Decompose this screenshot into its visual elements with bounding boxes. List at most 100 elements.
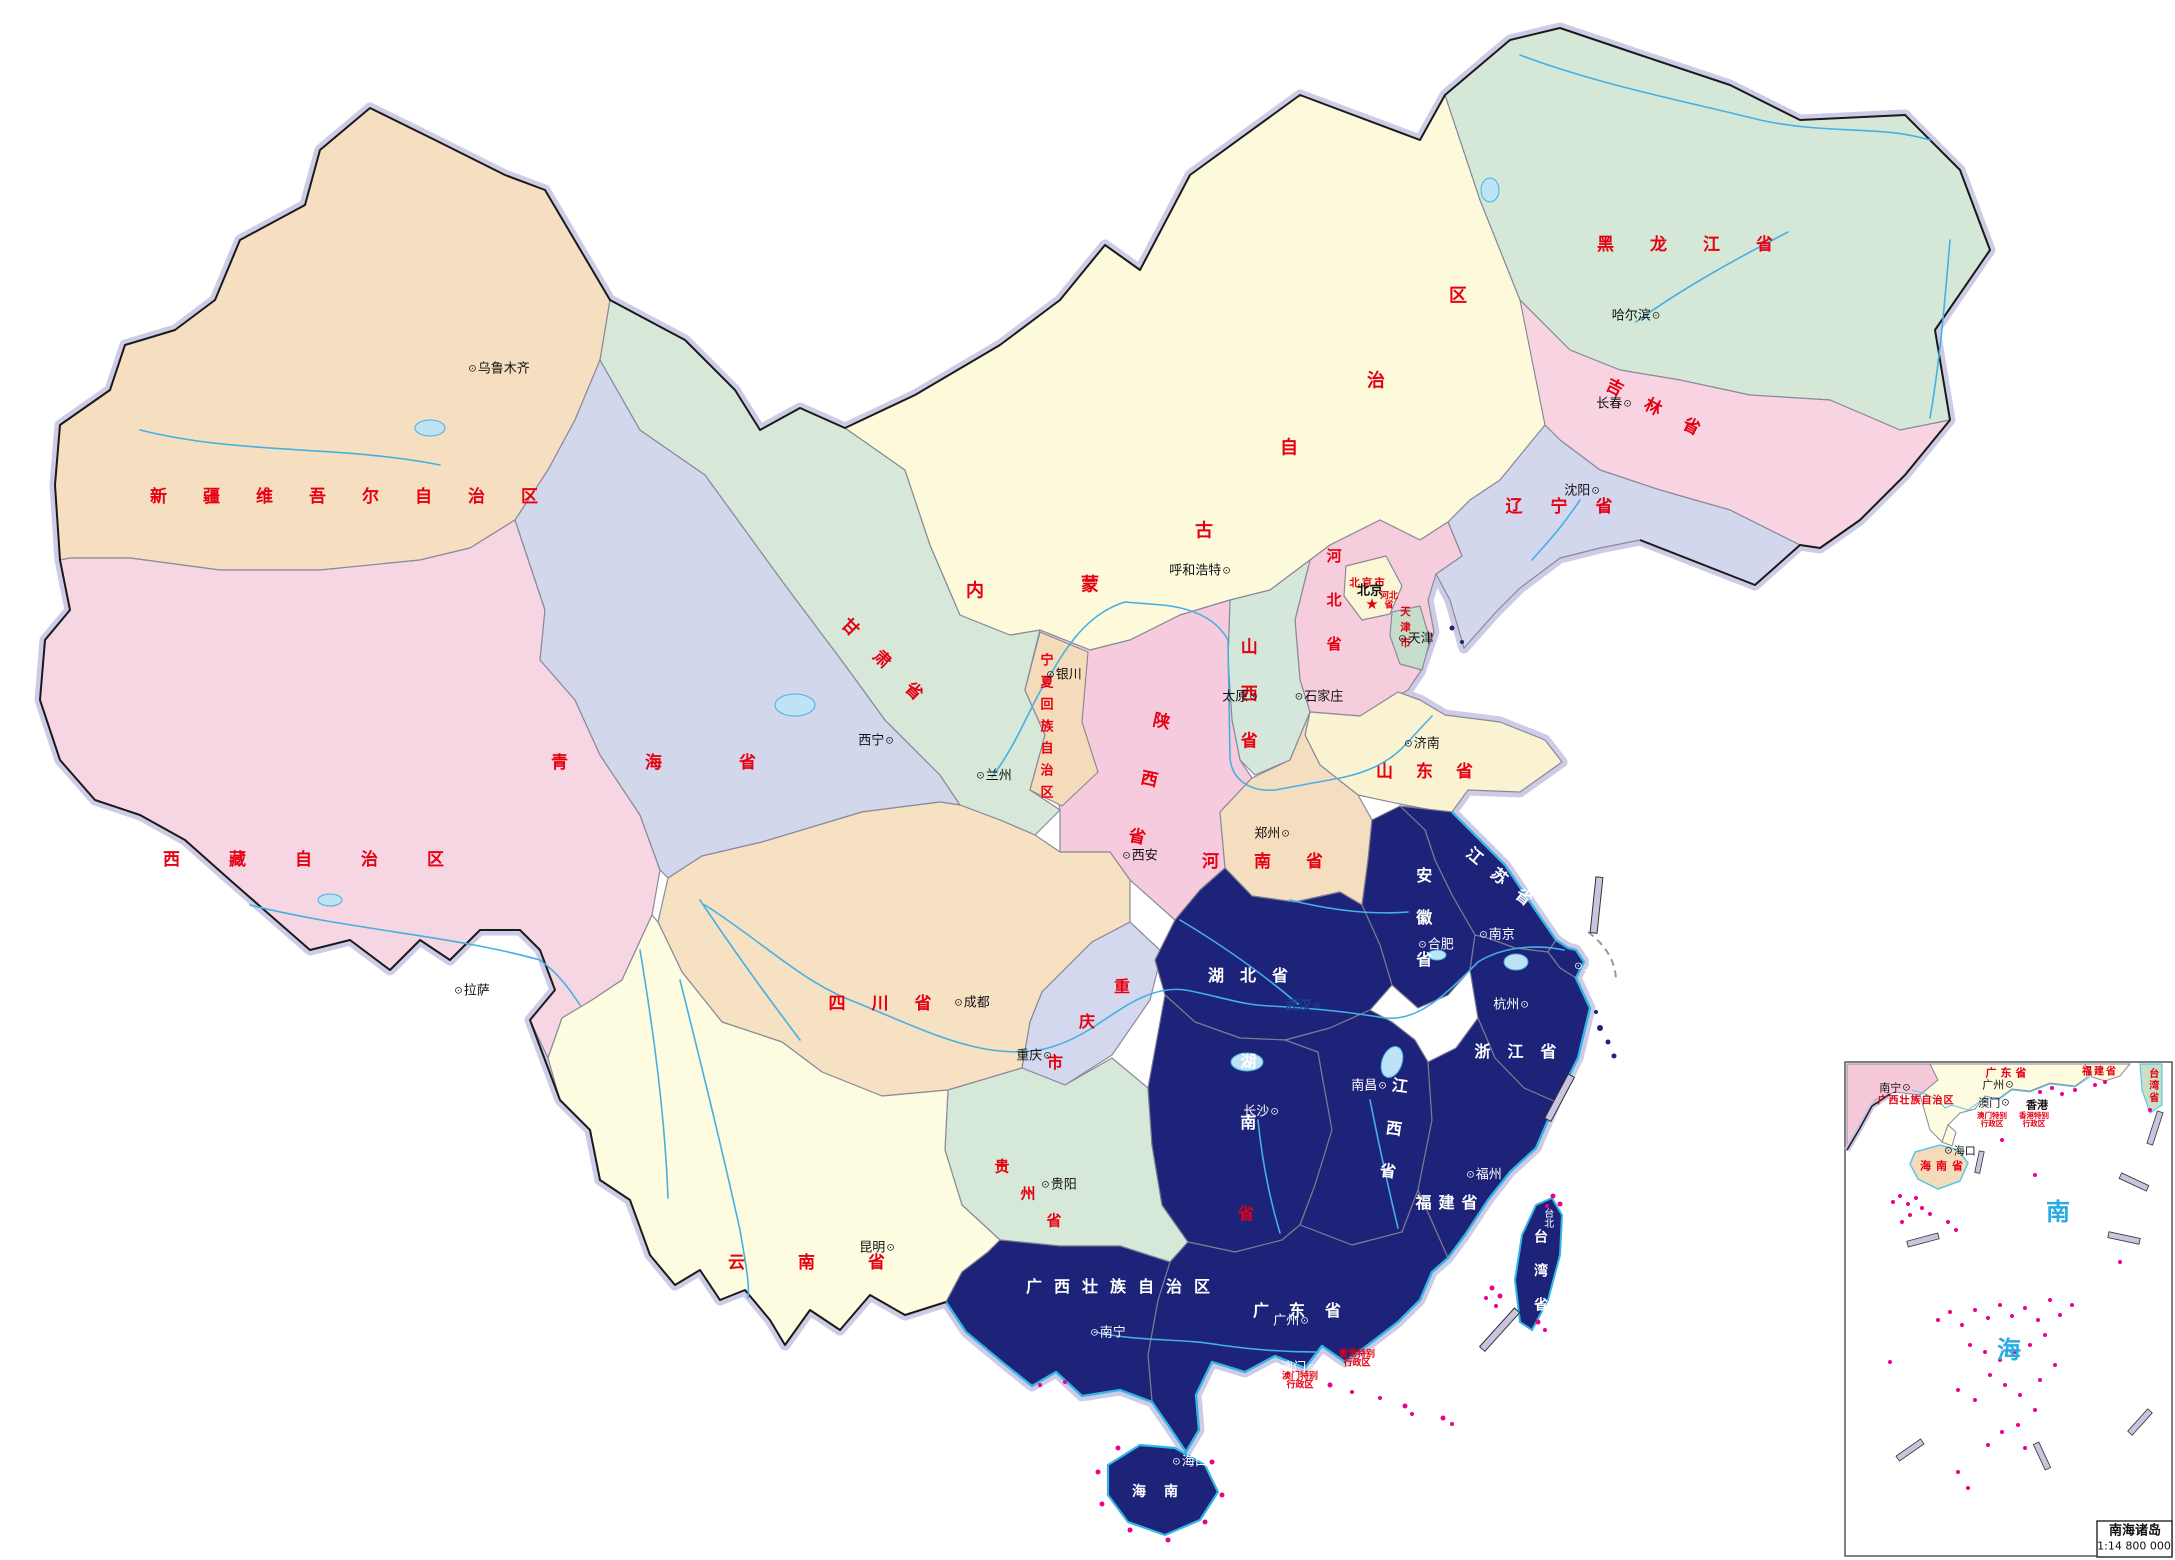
label-liaoning: 辽宁省: [1505, 497, 1641, 518]
inset-panel: [1844, 1061, 2173, 1558]
city-tianjin: 天津: [1398, 632, 1434, 648]
inset-sea-nan: 南: [2046, 1198, 2070, 1227]
inset-label-guangdong: 广东省: [1985, 1066, 2031, 1080]
inset-label-aomen-sar: 澳门特别行政区: [1977, 1111, 2007, 1128]
label-hebei: 河北省: [1324, 548, 1343, 680]
city-nanchang: 南昌: [1351, 1079, 1386, 1095]
inset-city-xianggang: 香港: [2026, 1098, 2048, 1112]
inset-label-taiwan: 台湾省: [2146, 1068, 2158, 1104]
label-xizang: 西藏自治区: [163, 850, 493, 871]
city-haerbin: 哈尔滨: [1612, 309, 1660, 325]
inset-city-aomen: 澳门: [1978, 1097, 2009, 1111]
city-huhehaote: 呼和浩特: [1169, 564, 1230, 580]
label-neimenggu-4: 自: [1280, 437, 1298, 459]
inset-label-fujian: 福建省: [2082, 1066, 2118, 1078]
label-guizhou-2: 州: [1020, 1184, 1036, 1203]
label-neimenggu-1: 内: [966, 580, 984, 602]
city-taiyuan: 太原: [1222, 690, 1257, 706]
label-hebei-enclave: 河北省: [1379, 591, 1398, 611]
inset-city-nanning: 南宁: [1879, 1082, 1910, 1096]
label-guangxi: 广西壮族自治区: [1025, 1276, 1223, 1296]
label-shandong: 山东省: [1376, 762, 1496, 783]
label-macau-sar: 澳门特别行政区: [1281, 1371, 1318, 1391]
inset-fujian: [2084, 1063, 2132, 1082]
inset-leizhou: [1941, 1124, 1957, 1147]
city-kunming: 昆明: [859, 1241, 894, 1257]
city-lanzhou: 兰州: [976, 769, 1012, 785]
label-chongqing-1: 重: [1113, 976, 1131, 996]
city-nanjing: 南京: [1479, 928, 1515, 944]
label-neimenggu-3: 古: [1195, 520, 1213, 542]
city-shenyang: 沈阳: [1564, 484, 1599, 500]
label-zhejiang: 浙江省: [1474, 1041, 1574, 1061]
city-chongqing: 重庆: [1016, 1049, 1051, 1065]
inset-taiwan: [2139, 1063, 2163, 1114]
label-hubei: 湖北省: [1207, 965, 1305, 985]
label-neimenggu-6: 区: [1449, 285, 1467, 307]
label-hunan-suffix-red: 省: [1237, 1203, 1255, 1223]
city-guiyang: 贵阳: [1041, 1178, 1077, 1194]
national-border-line: [39, 27, 1991, 1346]
city-guangzhou: 广州: [1273, 1314, 1308, 1330]
label-ningxia: 宁夏回族自治区: [1037, 653, 1053, 807]
inset-scale-box: [2096, 1520, 2173, 1558]
city-yinchuan: 银川: [1046, 668, 1082, 684]
label-qinghai: 青海省: [551, 753, 833, 774]
province-beijing: [1343, 555, 1403, 621]
city-haikou: 海口: [1172, 1455, 1208, 1471]
city-changchun: 长春: [1596, 397, 1631, 413]
city-fuzhou: 福州: [1466, 1168, 1502, 1184]
capital-star: ★: [1365, 595, 1379, 613]
label-yunnan: 云南省: [728, 1253, 938, 1274]
label-shanxi: 山西省: [1236, 637, 1257, 779]
label-guizhou-1: 贵: [994, 1157, 1010, 1176]
city-changsha: 长沙: [1243, 1105, 1278, 1121]
label-hongkong-sar: 香港特别行政区: [1338, 1349, 1375, 1369]
label-guizhou-3: 省: [1046, 1211, 1062, 1230]
province-chongqing: [1021, 921, 1163, 1086]
province-anhui: [1361, 805, 1476, 1009]
inset-box-scale: 1:14 800 000: [2097, 1539, 2171, 1553]
city-nanning: 南宁: [1090, 1326, 1126, 1342]
city-xian: 西安: [1122, 849, 1158, 865]
city-zhengzhou: 郑州: [1254, 827, 1289, 843]
city-aomen: 澳门: [1280, 1361, 1315, 1377]
inset-box-title: 南海诸岛: [2108, 1523, 2162, 1539]
city-chengdu: 成都: [954, 996, 990, 1012]
inset-label-hainan: 海南省: [1920, 1159, 1968, 1173]
label-neimenggu-5: 治: [1367, 370, 1385, 392]
city-shanghai: 上海: [1574, 959, 1608, 974]
label-beijing-shi: 北京市: [1349, 576, 1387, 589]
islets-navy: [1449, 625, 1617, 1059]
label-sichuan: 四川省: [828, 994, 958, 1015]
taiwan-coastline: [1513, 1196, 1564, 1332]
city-taibei: 台北: [1541, 1208, 1553, 1228]
label-anhui: 安徽省: [1413, 867, 1433, 993]
city-wuhan: 武汉: [1285, 999, 1320, 1015]
city-jinan: 济南: [1404, 737, 1440, 753]
inset-city-guangzhou: 广州: [1982, 1079, 2013, 1093]
city-wulumuqi: 乌鲁木齐: [468, 362, 530, 378]
inset-sea-hai: 海: [1997, 1336, 2021, 1365]
label-chongqing-2: 庆: [1078, 1011, 1096, 1031]
label-fujian: 福建省: [1415, 1192, 1485, 1212]
label-xinjiang: 新疆维吾尔自治区: [150, 487, 574, 508]
islets-magenta: [1038, 1193, 1563, 1543]
city-lasa: 拉萨: [454, 984, 490, 1000]
inset-label-guangxi: 广西壮族自治区: [1877, 1095, 1955, 1107]
label-hainan: 海南: [1132, 1483, 1196, 1500]
label-heilongjiang: 黑龙江省: [1597, 235, 1809, 256]
label-taiwan: 台湾省: [1532, 1229, 1549, 1331]
label-neimenggu-2: 蒙: [1081, 574, 1099, 596]
hainan-coastline: [1106, 1443, 1220, 1537]
city-shijiazhuang: 石家庄: [1295, 690, 1343, 706]
city-beijing: 北京: [1356, 583, 1384, 599]
inset-vietnam-border-line: [1846, 1093, 1891, 1151]
label-henan: 河南省: [1202, 852, 1358, 873]
sea-boundary-dash: [1587, 931, 1617, 981]
frame-bars-main: [1478, 876, 1604, 1353]
city-hangzhou: 杭州: [1493, 998, 1528, 1014]
city-hefei: 合肥: [1418, 938, 1454, 954]
